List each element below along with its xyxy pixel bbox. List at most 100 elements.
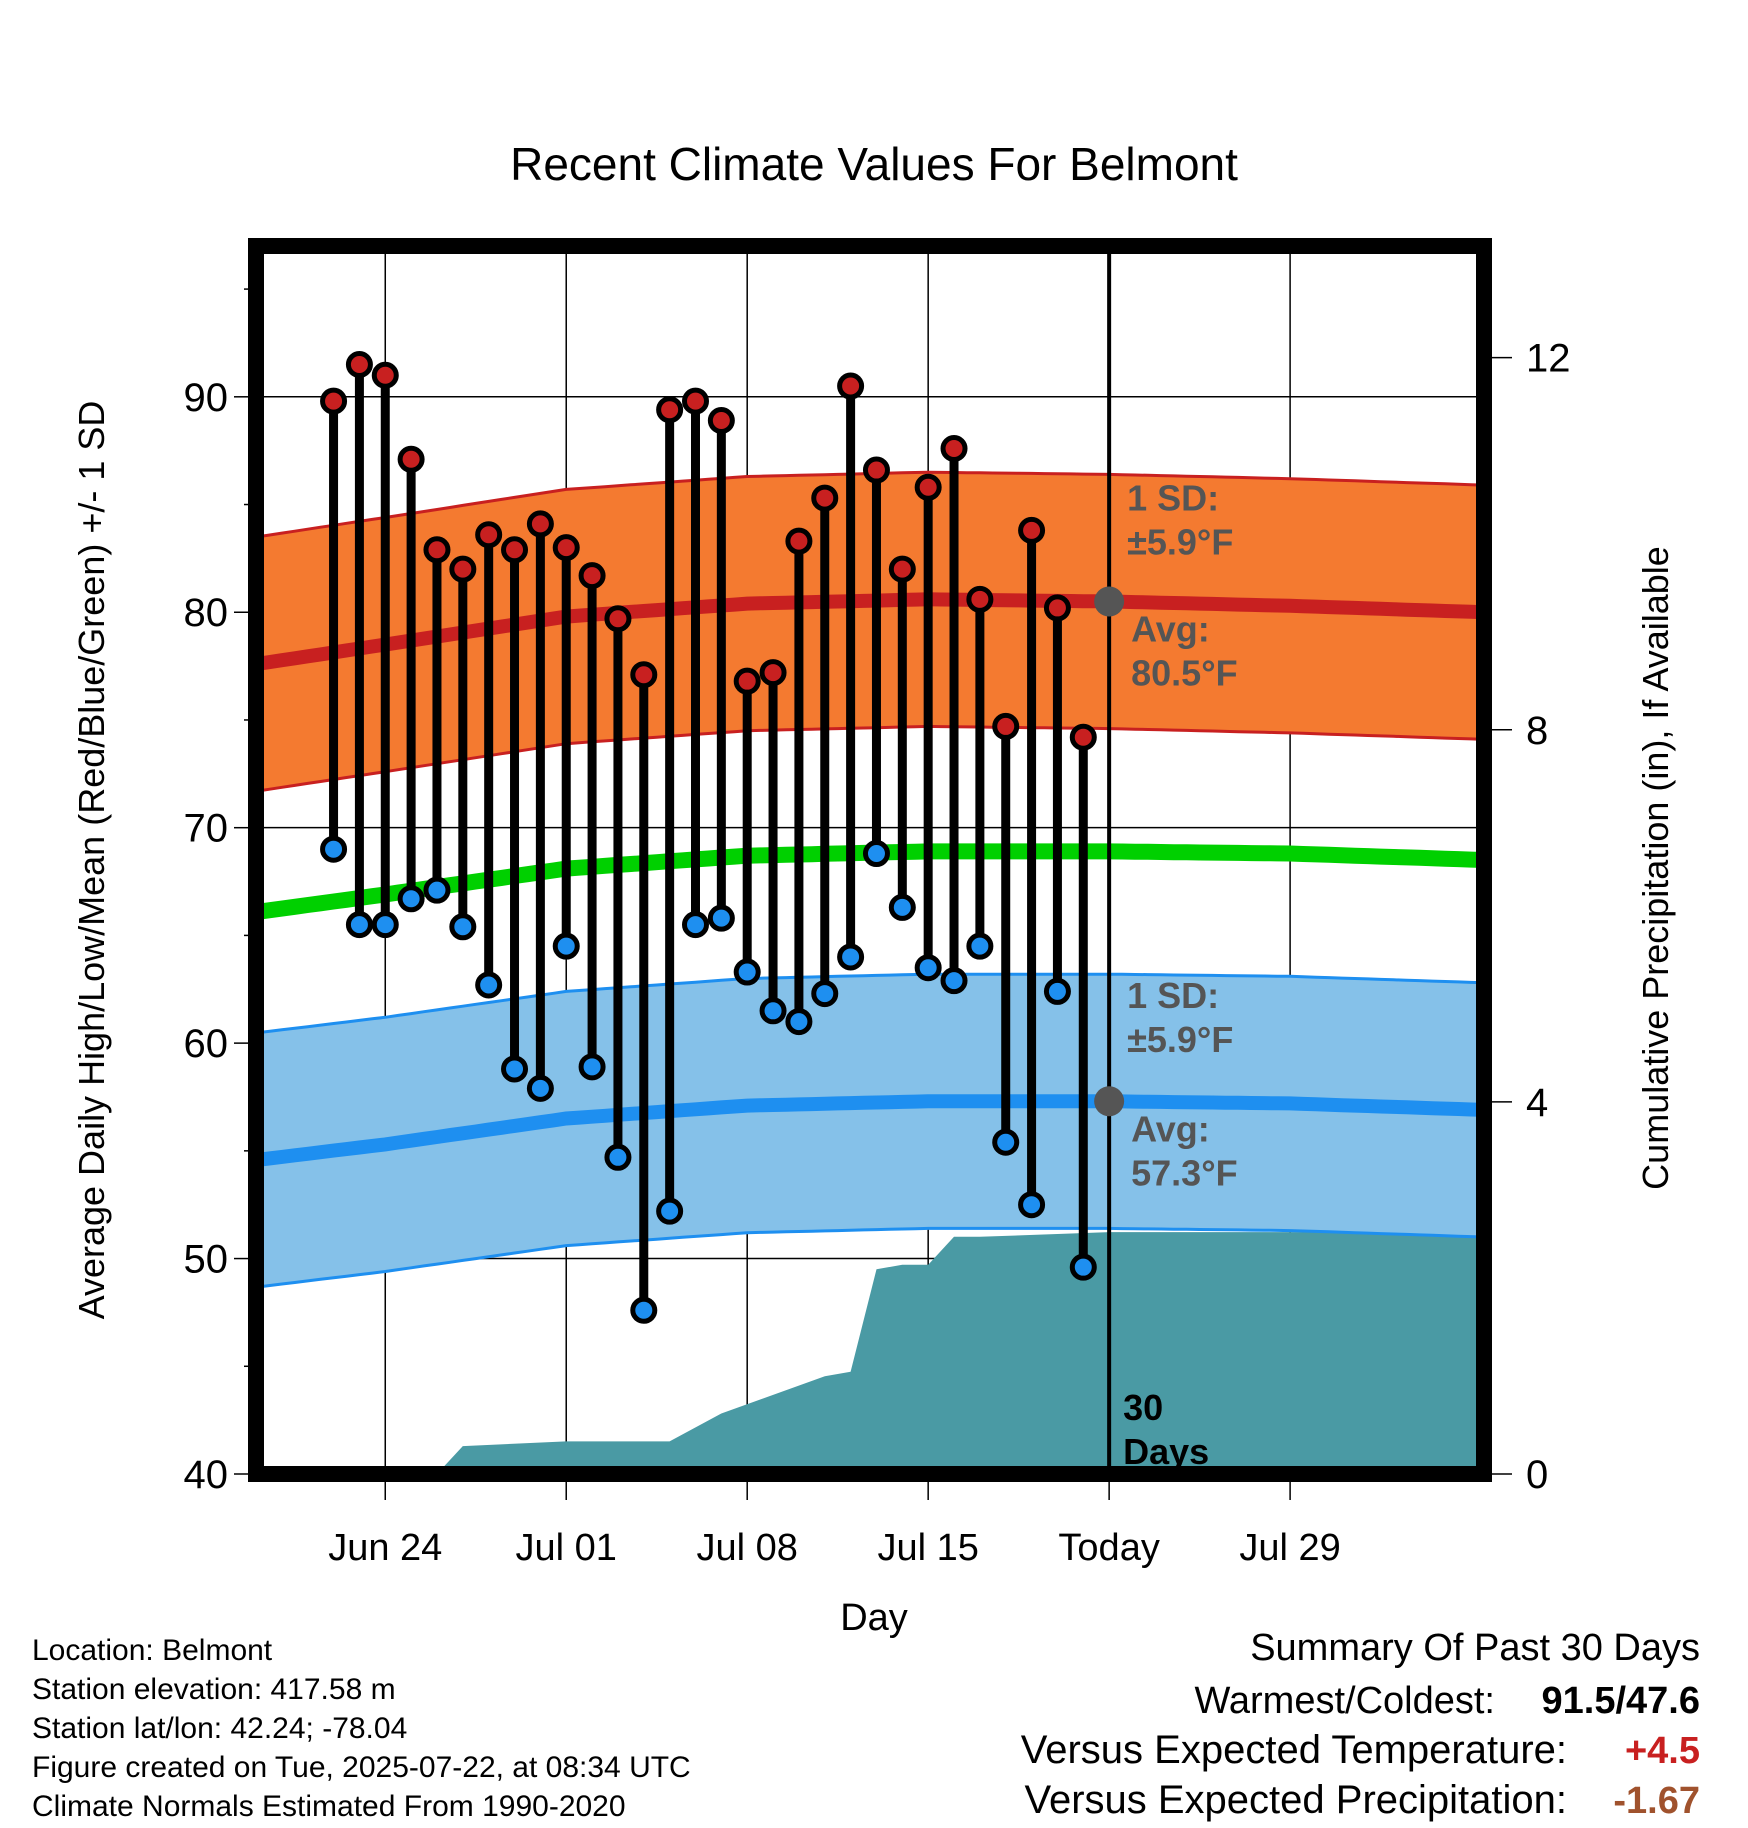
low-point	[371, 911, 399, 939]
summary-extremes-label: Warmest/Coldest:	[1194, 1680, 1495, 1722]
today-high-avg-marker	[1094, 586, 1125, 617]
footer-normals: Climate Normals Estimated From 1990-2020	[32, 1790, 626, 1823]
low-point	[320, 835, 348, 863]
summary-box: Summary Of Past 30 Days Warmest/Coldest:…	[1021, 1627, 1700, 1822]
summary-temp-label: Versus Expected Temperature:	[1021, 1728, 1567, 1772]
low-point	[397, 885, 425, 913]
high-point	[811, 484, 839, 512]
high-avg-label: Avg:	[1131, 608, 1210, 649]
y-tick-label: 80	[184, 591, 229, 635]
low-point	[966, 932, 994, 960]
low-point	[862, 840, 890, 868]
low-point	[811, 980, 839, 1008]
plot-area: 40 50 60 70 80 90 0 4 8 12 Jun 24 Jul 01 Jul 08 Jul 1…	[184, 238, 1571, 1569]
low-point	[681, 911, 709, 939]
high-sd-value: ±5.9°F	[1127, 521, 1233, 562]
low-point	[992, 1128, 1020, 1156]
low-avg-value: 57.3°F	[1131, 1152, 1237, 1193]
low-point	[837, 943, 865, 971]
high-point	[681, 387, 709, 415]
summary-extremes-value: 91.5/47.6	[1542, 1680, 1700, 1722]
low-point	[604, 1143, 632, 1171]
high-point	[888, 555, 916, 583]
high-point	[630, 661, 658, 689]
low-point	[656, 1197, 684, 1225]
high-point	[837, 372, 865, 400]
high-point	[1043, 594, 1071, 622]
low-point	[630, 1296, 658, 1324]
high-point	[345, 350, 373, 378]
x-tick-label: Jun 24	[328, 1527, 442, 1569]
high-point	[785, 527, 813, 555]
low-point	[733, 958, 761, 986]
low-avg-line	[256, 1094, 1484, 1167]
low-sd-value: ±5.9°F	[1127, 1019, 1233, 1060]
high-point	[1018, 516, 1046, 544]
high-point	[733, 667, 761, 695]
today-low-avg-marker	[1094, 1086, 1125, 1117]
high-point	[501, 536, 529, 564]
low-point	[785, 1008, 813, 1036]
low-point	[1069, 1253, 1097, 1281]
low-point	[475, 971, 503, 999]
precip-days-label-1: 30	[1123, 1387, 1163, 1428]
high-point	[578, 562, 606, 590]
high-point	[552, 534, 580, 562]
y-tick-label: 40	[184, 1453, 229, 1497]
footer-created: Figure created on Tue, 2025-07-22, at 08…	[32, 1751, 691, 1784]
low-point	[940, 967, 968, 995]
low-point	[888, 893, 916, 921]
low-avg-label: Avg:	[1131, 1108, 1210, 1149]
y2-tick-label: 12	[1526, 337, 1571, 381]
high-point	[397, 445, 425, 473]
low-point	[1018, 1191, 1046, 1219]
high-point	[992, 712, 1020, 740]
low-point	[526, 1074, 554, 1102]
y2-axis-label: Cumulative Precipitation (in), If Availa…	[1635, 546, 1676, 1190]
high-sd-label: 1 SD:	[1127, 477, 1219, 518]
y2-tick-label: 0	[1526, 1453, 1548, 1497]
summary-temp-value: +4.5	[1625, 1730, 1700, 1772]
plot-frame	[248, 238, 1492, 1482]
footer-elevation: Station elevation: 417.58 m	[32, 1673, 396, 1706]
x-tick-label: Jul 29	[1239, 1527, 1340, 1569]
high-point	[966, 585, 994, 613]
y-tick-label: 50	[184, 1238, 229, 1282]
low-point	[707, 904, 735, 932]
footer-info: Location: Belmont Station elevation: 417…	[32, 1634, 691, 1823]
footer-latlon: Station lat/lon: 42.24; -78.04	[32, 1712, 407, 1745]
summary-precip-label: Versus Expected Precipitation:	[1024, 1778, 1567, 1822]
low-point	[449, 913, 477, 941]
high-point	[475, 521, 503, 549]
high-point	[759, 659, 787, 687]
low-point	[914, 954, 942, 982]
summary-title: Summary Of Past 30 Days	[1250, 1627, 1700, 1669]
chart-title: Recent Climate Values For Belmont	[510, 138, 1238, 190]
high-point	[862, 456, 890, 484]
high-point	[371, 361, 399, 389]
low-point	[759, 997, 787, 1025]
footer-location: Location: Belmont	[32, 1634, 273, 1667]
high-point	[604, 605, 632, 633]
y2-tick-label: 4	[1526, 1081, 1548, 1125]
low-point	[423, 876, 451, 904]
summary-precip-value: -1.67	[1613, 1780, 1700, 1822]
x-axis-label: Day	[840, 1597, 908, 1639]
x-tick-label: Jul 08	[696, 1527, 797, 1569]
y2-tick-label: 8	[1526, 709, 1548, 753]
high-point	[320, 387, 348, 415]
x-tick-label: Jul 01	[516, 1527, 617, 1569]
y-axis-label: Average Daily High/Low/Mean (Red/Blue/Gr…	[71, 401, 112, 1320]
x-tick-label: Jul 15	[877, 1527, 978, 1569]
high-point	[449, 555, 477, 583]
y-tick-label: 90	[184, 376, 229, 420]
high-point	[914, 473, 942, 501]
high-point	[940, 435, 968, 463]
high-point	[526, 510, 554, 538]
low-point	[345, 911, 373, 939]
high-point	[1069, 723, 1097, 751]
low-point	[1043, 977, 1071, 1005]
precip-days-label-2: Days	[1123, 1431, 1209, 1472]
x-tick-label: Today	[1058, 1527, 1159, 1569]
